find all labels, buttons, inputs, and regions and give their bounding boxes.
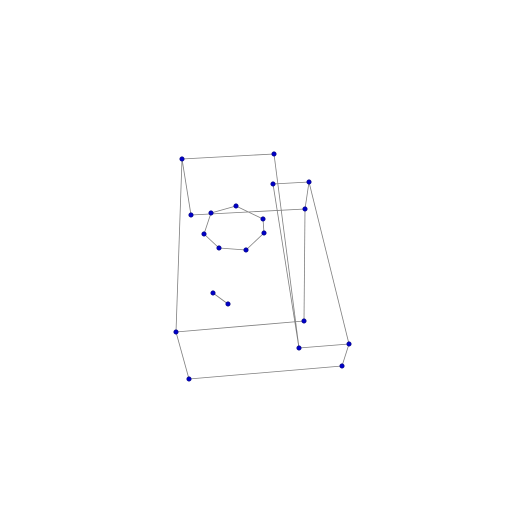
- edge-v5-v7: [272, 183, 300, 349]
- edge-v5-v6: [272, 181, 310, 185]
- vertex-v9: [173, 329, 179, 335]
- edge-v9-v13: [175, 320, 305, 333]
- vertex-v2: [271, 151, 277, 157]
- vertex-s2: [225, 301, 231, 307]
- edge-v10-v11: [188, 365, 343, 380]
- edge-h7-h1: [210, 205, 237, 214]
- edge-v11-v8: [341, 343, 350, 367]
- edge-v4-v13: [303, 208, 306, 322]
- vertex-v4: [302, 206, 308, 212]
- vertex-h1: [233, 203, 239, 209]
- vertex-v8: [346, 341, 352, 347]
- edge-v7-v8: [298, 343, 350, 349]
- vertex-h6: [201, 231, 207, 237]
- vertex-h2: [260, 216, 266, 222]
- vertex-v3: [188, 212, 194, 218]
- edge-s1-s2: [212, 292, 229, 305]
- vertex-h4: [243, 247, 249, 253]
- edge-h6-h7: [203, 212, 212, 235]
- vertex-v5: [270, 181, 276, 187]
- vertex-v10: [186, 376, 192, 382]
- vertex-group: [173, 151, 352, 382]
- edge-v9-v10: [175, 331, 190, 380]
- edge-h1-h2: [235, 205, 264, 220]
- vertex-v1: [179, 156, 185, 162]
- edge-v2-v7: [273, 153, 300, 349]
- vertex-v13: [301, 318, 307, 324]
- edge-h4-h5: [218, 247, 247, 251]
- edge-h3-h4: [245, 232, 265, 251]
- edge-v4-v6: [304, 181, 310, 210]
- vertex-v6: [306, 179, 312, 185]
- edge-v1-v2: [181, 153, 275, 160]
- edge-group: [175, 153, 350, 380]
- vertex-h3: [261, 230, 267, 236]
- edge-v1-v3: [181, 158, 192, 216]
- edge-v1-v9: [175, 158, 183, 333]
- edge-h5-h6: [203, 233, 220, 249]
- vertex-h5: [216, 245, 222, 251]
- vertex-v11: [339, 363, 345, 369]
- edge-v6-v8: [308, 181, 350, 345]
- vertex-h7: [208, 210, 214, 216]
- vertex-v7: [296, 345, 302, 351]
- vertex-s1: [210, 290, 216, 296]
